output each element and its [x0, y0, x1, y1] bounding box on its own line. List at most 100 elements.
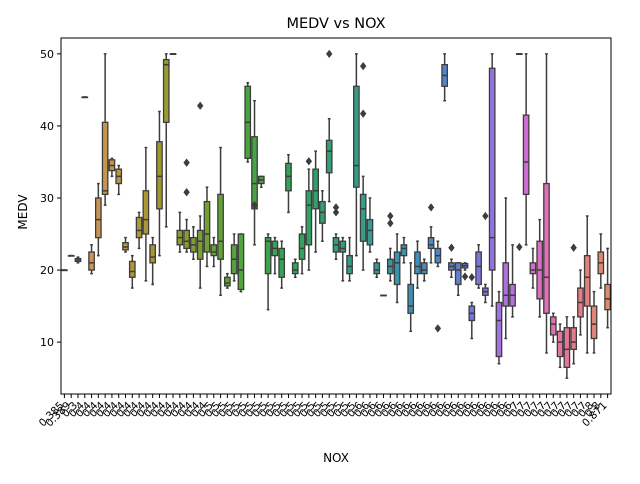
box-29	[257, 175, 265, 188]
box-35	[298, 226, 306, 275]
box-78	[590, 290, 598, 354]
box-22	[210, 236, 218, 268]
box-52	[414, 240, 421, 289]
box-67	[515, 53, 523, 252]
box-30	[264, 233, 272, 311]
box-53	[420, 258, 428, 282]
box-41	[339, 236, 347, 282]
y-tick-label: 50	[40, 48, 54, 61]
outlier-point	[516, 242, 523, 252]
box-body	[217, 193, 224, 260]
box-4	[88, 244, 95, 275]
box-body	[570, 327, 578, 350]
box-25	[230, 233, 238, 282]
box-body	[88, 251, 95, 271]
box-body	[183, 229, 190, 250]
box-16	[169, 53, 177, 56]
box-body	[305, 190, 313, 246]
box-71	[543, 53, 550, 354]
box-37	[312, 150, 319, 253]
box-73	[556, 323, 564, 369]
box-59	[461, 262, 469, 281]
box-79	[597, 233, 605, 289]
outlier-point	[570, 243, 577, 252]
box-12	[142, 146, 150, 282]
box-14	[156, 110, 163, 257]
box-body	[142, 190, 150, 235]
box-body	[210, 244, 218, 257]
box-27	[244, 81, 252, 163]
box-6	[101, 53, 109, 206]
box-7	[108, 157, 116, 178]
box-55	[434, 240, 442, 333]
box-11	[135, 211, 143, 250]
box-body	[298, 233, 306, 260]
box-64	[495, 290, 503, 365]
y-tick-label: 20	[40, 264, 54, 277]
outlier-point	[387, 211, 394, 221]
box-body	[291, 262, 299, 275]
box-31	[271, 236, 279, 275]
outlier-point	[326, 49, 333, 59]
box-58	[454, 262, 462, 297]
box-24	[223, 272, 231, 289]
box-5	[94, 182, 102, 257]
y-tick-label: 10	[40, 336, 54, 349]
box-body	[488, 67, 496, 271]
box-40	[332, 203, 340, 260]
outlier-point	[332, 203, 340, 212]
box-body	[128, 260, 136, 278]
box-66	[509, 244, 516, 318]
box-75	[570, 243, 578, 365]
box-72	[549, 312, 557, 343]
box-33	[285, 153, 292, 214]
outlier-point	[305, 157, 313, 166]
box-body	[353, 85, 360, 188]
box-46	[373, 258, 381, 279]
box-76	[577, 269, 584, 336]
box-body	[366, 218, 374, 246]
outlier-point	[183, 158, 190, 167]
box-body	[101, 121, 109, 196]
box-body	[414, 251, 421, 275]
outlier-point	[359, 61, 367, 71]
box-61	[475, 244, 482, 289]
box-32	[278, 240, 286, 289]
box-47	[380, 294, 387, 297]
box-23	[217, 146, 224, 297]
box-15	[162, 53, 170, 228]
box-69	[529, 247, 537, 289]
box-body	[359, 193, 367, 242]
outlier-point	[387, 219, 394, 228]
box-62	[482, 211, 489, 304]
box-body	[373, 262, 381, 275]
y-axis: 10 20 30 40 50	[40, 48, 61, 349]
box-body	[454, 262, 462, 286]
box-21	[203, 186, 211, 268]
box-body	[529, 262, 537, 275]
outlier-point	[482, 211, 489, 221]
box-body	[94, 197, 102, 239]
box-body	[264, 236, 272, 275]
outlier-point	[359, 109, 367, 118]
box-10	[128, 254, 136, 289]
box-77	[583, 215, 591, 354]
box-body	[502, 262, 510, 307]
box-body	[604, 283, 611, 311]
box-60	[468, 273, 476, 340]
y-tick-label: 40	[40, 120, 54, 133]
box-51	[407, 262, 415, 333]
box-2	[74, 256, 82, 264]
outlier-point	[251, 201, 258, 210]
x-axis: 0.3850.3890.30.40.40.40.40.40.40.40.40.4…	[37, 394, 610, 429]
box-20	[196, 101, 204, 289]
box-1	[67, 254, 75, 257]
box-body	[203, 200, 211, 253]
box-body	[583, 254, 591, 307]
outlier-point	[468, 273, 476, 282]
box-80	[604, 247, 611, 329]
box-36	[305, 157, 313, 271]
